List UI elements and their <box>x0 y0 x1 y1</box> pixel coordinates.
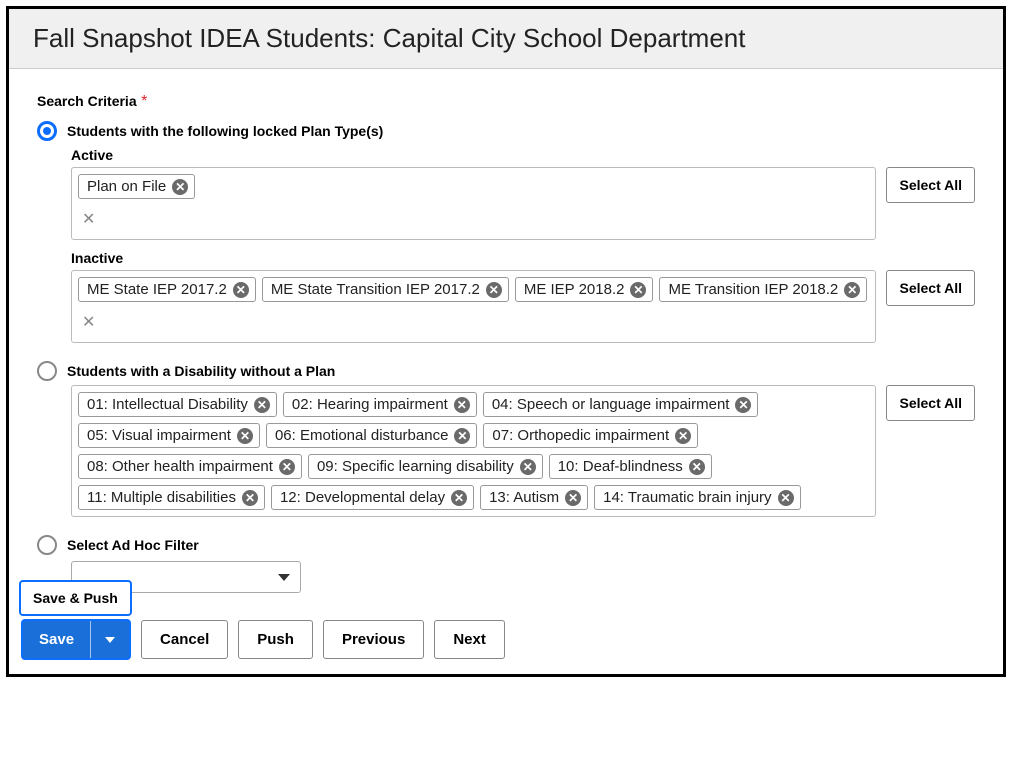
active-tagbox[interactable]: Plan on File ✕ ✕ <box>71 167 876 240</box>
tag: ME State IEP 2017.2 ✕ <box>78 277 256 302</box>
option-adhoc-row[interactable]: Select Ad Hoc Filter <box>37 535 975 555</box>
remove-tag-icon[interactable]: ✕ <box>630 282 646 298</box>
remove-tag-icon[interactable]: ✕ <box>172 179 188 195</box>
radio-locked-plan-types[interactable] <box>37 121 57 141</box>
active-row: Plan on File ✕ ✕ Select All <box>71 167 975 240</box>
remove-tag-icon[interactable]: ✕ <box>242 490 258 506</box>
tag: 02: Hearing impairment ✕ <box>283 392 477 417</box>
tag: 05: Visual impairment ✕ <box>78 423 260 448</box>
remove-tag-icon[interactable]: ✕ <box>454 397 470 413</box>
remove-tag-icon[interactable]: ✕ <box>844 282 860 298</box>
tag-label: ME Transition IEP 2018.2 <box>668 281 838 298</box>
next-button[interactable]: Next <box>434 620 505 659</box>
remove-tag-icon[interactable]: ✕ <box>237 428 253 444</box>
tag: 12: Developmental delay ✕ <box>271 485 474 510</box>
tag: 04: Speech or language impairment ✕ <box>483 392 759 417</box>
inactive-tagbox[interactable]: ME State IEP 2017.2✕ME State Transition … <box>71 270 876 343</box>
tag: 01: Intellectual Disability ✕ <box>78 392 277 417</box>
select-all-active-button[interactable]: Select All <box>886 167 975 203</box>
tag-label: 08: Other health impairment <box>87 458 273 475</box>
tag-label: 07: Orthopedic impairment <box>492 427 669 444</box>
tag: 10: Deaf-blindness ✕ <box>549 454 712 479</box>
tag: ME IEP 2018.2 ✕ <box>515 277 654 302</box>
push-button[interactable]: Push <box>238 620 313 659</box>
page-title: Fall Snapshot IDEA Students: Capital Cit… <box>33 23 979 54</box>
tag-label: 06: Emotional disturbance <box>275 427 448 444</box>
remove-tag-icon[interactable]: ✕ <box>735 397 751 413</box>
inactive-row: ME State IEP 2017.2✕ME State Transition … <box>71 270 975 343</box>
remove-tag-icon[interactable]: ✕ <box>486 282 502 298</box>
required-asterisk: * <box>141 93 147 110</box>
tag: 11: Multiple disabilities ✕ <box>78 485 265 510</box>
tag-label: 10: Deaf-blindness <box>558 458 683 475</box>
chevron-down-icon <box>105 637 115 643</box>
disability-sub: 01: Intellectual Disability✕02: Hearing … <box>71 385 975 517</box>
tag-label: 09: Specific learning disability <box>317 458 514 475</box>
tag: 09: Specific learning disability ✕ <box>308 454 543 479</box>
footer-toolbar: Save & Push Save Cancel Push Previous Ne… <box>9 609 1003 674</box>
remove-tag-icon[interactable]: ✕ <box>520 459 536 475</box>
remove-tag-icon[interactable]: ✕ <box>454 428 470 444</box>
disability-tagbox[interactable]: 01: Intellectual Disability✕02: Hearing … <box>71 385 876 517</box>
tag: 08: Other health impairment ✕ <box>78 454 302 479</box>
tag: ME State Transition IEP 2017.2 ✕ <box>262 277 509 302</box>
tag-label: ME State Transition IEP 2017.2 <box>271 281 480 298</box>
tag-label: ME State IEP 2017.2 <box>87 281 227 298</box>
cancel-button[interactable]: Cancel <box>141 620 228 659</box>
tag-label: ME IEP 2018.2 <box>524 281 625 298</box>
tag: 06: Emotional disturbance ✕ <box>266 423 477 448</box>
tag-label: 04: Speech or language impairment <box>492 396 730 413</box>
radio-disability-no-plan-label: Students with a Disability without a Pla… <box>67 363 335 379</box>
select-all-disability-button[interactable]: Select All <box>886 385 975 421</box>
chevron-down-icon <box>278 574 290 581</box>
tag: 13: Autism ✕ <box>480 485 588 510</box>
tag: 14: Traumatic brain injury ✕ <box>594 485 800 510</box>
clear-all-icon[interactable]: ✕ <box>78 205 869 233</box>
radio-locked-plan-types-label: Students with the following locked Plan … <box>67 123 383 139</box>
radio-disability-no-plan[interactable] <box>37 361 57 381</box>
tag-label: Plan on File <box>87 178 166 195</box>
clear-all-icon[interactable]: ✕ <box>78 308 869 336</box>
remove-tag-icon[interactable]: ✕ <box>689 459 705 475</box>
remove-tag-icon[interactable]: ✕ <box>279 459 295 475</box>
previous-button[interactable]: Previous <box>323 620 424 659</box>
save-button[interactable]: Save <box>23 621 91 658</box>
save-and-push-menu-item[interactable]: Save & Push <box>19 580 132 616</box>
disability-row: 01: Intellectual Disability✕02: Hearing … <box>71 385 975 517</box>
tag-label: 14: Traumatic brain injury <box>603 489 771 506</box>
form-content: Search Criteria * Students with the foll… <box>9 69 1003 609</box>
remove-tag-icon[interactable]: ✕ <box>778 490 794 506</box>
remove-tag-icon[interactable]: ✕ <box>254 397 270 413</box>
radio-adhoc[interactable] <box>37 535 57 555</box>
window-frame: Fall Snapshot IDEA Students: Capital Cit… <box>6 6 1006 677</box>
option-locked-plan-types-row[interactable]: Students with the following locked Plan … <box>37 121 975 141</box>
inactive-label: Inactive <box>71 250 975 266</box>
tag: 07: Orthopedic impairment ✕ <box>483 423 698 448</box>
tag: ME Transition IEP 2018.2 ✕ <box>659 277 867 302</box>
tag-label: 13: Autism <box>489 489 559 506</box>
remove-tag-icon[interactable]: ✕ <box>451 490 467 506</box>
remove-tag-icon[interactable]: ✕ <box>233 282 249 298</box>
remove-tag-icon[interactable]: ✕ <box>565 490 581 506</box>
tag-label: 05: Visual impairment <box>87 427 231 444</box>
tag: Plan on File ✕ <box>78 174 195 199</box>
search-criteria-label: Search Criteria * <box>37 93 975 111</box>
save-split-button: Save <box>21 619 131 660</box>
tag-label: 11: Multiple disabilities <box>87 489 236 506</box>
save-dropdown-toggle[interactable] <box>91 621 129 658</box>
active-label: Active <box>71 147 975 163</box>
radio-adhoc-label: Select Ad Hoc Filter <box>67 537 199 553</box>
page-header: Fall Snapshot IDEA Students: Capital Cit… <box>9 9 1003 69</box>
tag-label: 01: Intellectual Disability <box>87 396 248 413</box>
criteria-label-text: Search Criteria <box>37 93 137 109</box>
tag-label: 12: Developmental delay <box>280 489 445 506</box>
tag-label: 02: Hearing impairment <box>292 396 448 413</box>
select-all-inactive-button[interactable]: Select All <box>886 270 975 306</box>
remove-tag-icon[interactable]: ✕ <box>675 428 691 444</box>
locked-plan-sub: Active Plan on File ✕ ✕ Select All Inactiv… <box>71 147 975 343</box>
option-disability-no-plan-row[interactable]: Students with a Disability without a Pla… <box>37 361 975 381</box>
